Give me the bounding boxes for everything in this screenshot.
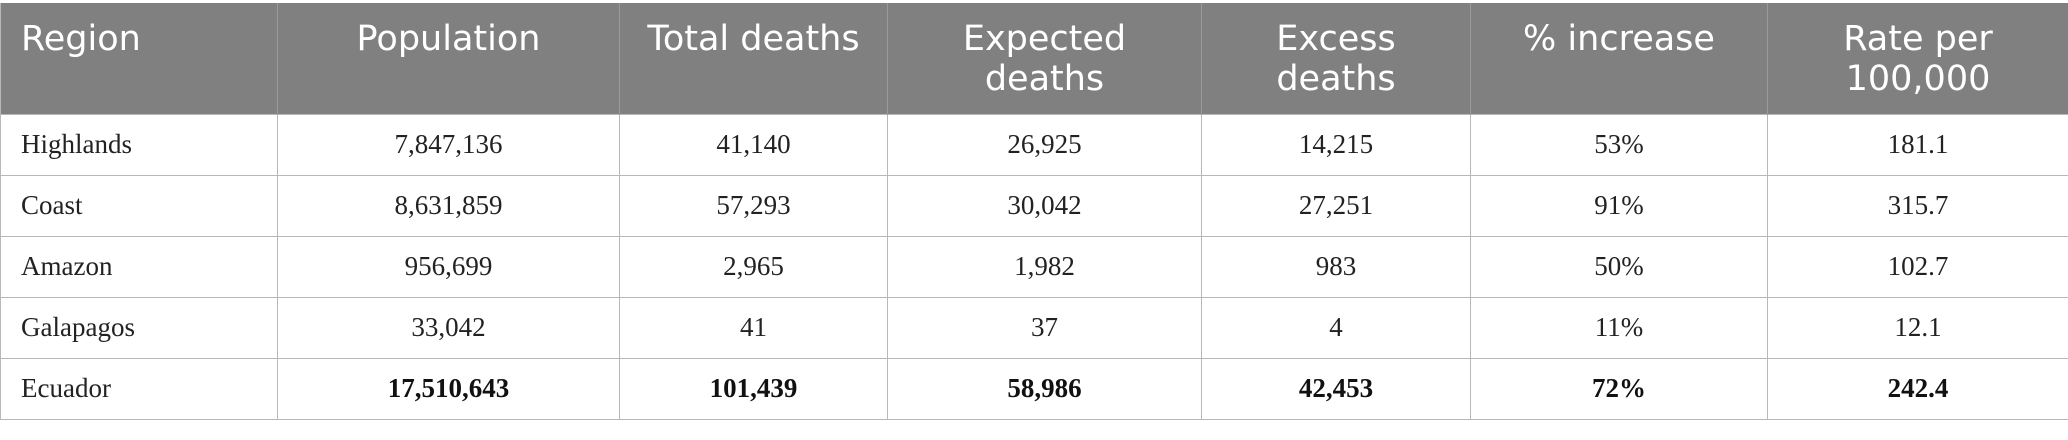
cell-excess-deaths: 14,215 [1201, 113, 1471, 176]
cell-population: 956,699 [277, 235, 620, 298]
cell-population: 33,042 [277, 296, 620, 359]
cell-percent-increase: 53% [1470, 113, 1768, 176]
excess-deaths-table: Region Population Total deaths Expected d… [0, 3, 2068, 420]
table-row: Highlands 7,847,136 41,140 26,925 14,215… [0, 113, 2068, 176]
table-row-total: Ecuador 17,510,643 101,439 58,986 42,453… [0, 357, 2068, 420]
cell-percent-increase: 91% [1470, 174, 1768, 237]
cell-expected-deaths: 37 [887, 296, 1202, 359]
header-rate-per-100000: Rate per 100,000 [1767, 3, 2068, 114]
header-percent-increase: % increase [1470, 3, 1768, 114]
cell-rate: 315.7 [1767, 174, 2068, 237]
table-row: Galapagos 33,042 41 37 4 11% 12.1 [0, 296, 2068, 359]
cell-total-deaths: 2,965 [619, 235, 888, 298]
header-population: Population [277, 3, 620, 114]
cell-region: Coast [0, 174, 278, 237]
cell-expected-deaths: 58,986 [887, 357, 1202, 420]
cell-percent-increase: 72% [1470, 357, 1768, 420]
cell-percent-increase: 50% [1470, 235, 1768, 298]
cell-total-deaths: 57,293 [619, 174, 888, 237]
cell-rate: 102.7 [1767, 235, 2068, 298]
cell-population: 8,631,859 [277, 174, 620, 237]
cell-population: 7,847,136 [277, 113, 620, 176]
cell-excess-deaths: 42,453 [1201, 357, 1471, 420]
cell-population: 17,510,643 [277, 357, 620, 420]
data-table-container: Region Population Total deaths Expected d… [0, 3, 2068, 420]
cell-total-deaths: 101,439 [619, 357, 888, 420]
cell-region: Amazon [0, 235, 278, 298]
cell-expected-deaths: 26,925 [887, 113, 1202, 176]
cell-region: Galapagos [0, 296, 278, 359]
table-row: Amazon 956,699 2,965 1,982 983 50% 102.7 [0, 235, 2068, 298]
cell-region: Ecuador [0, 357, 278, 420]
table-row: Coast 8,631,859 57,293 30,042 27,251 91%… [0, 174, 2068, 237]
cell-rate: 12.1 [1767, 296, 2068, 359]
cell-excess-deaths: 27,251 [1201, 174, 1471, 237]
cell-rate: 181.1 [1767, 113, 2068, 176]
header-excess-deaths: Excess deaths [1201, 3, 1471, 114]
cell-expected-deaths: 30,042 [887, 174, 1202, 237]
cell-total-deaths: 41 [619, 296, 888, 359]
header-expected-deaths: Expected deaths [887, 3, 1202, 114]
cell-total-deaths: 41,140 [619, 113, 888, 176]
cell-excess-deaths: 983 [1201, 235, 1471, 298]
cell-rate: 242.4 [1767, 357, 2068, 420]
cell-excess-deaths: 4 [1201, 296, 1471, 359]
header-region: Region [0, 3, 278, 114]
cell-expected-deaths: 1,982 [887, 235, 1202, 298]
cell-region: Highlands [0, 113, 278, 176]
cell-percent-increase: 11% [1470, 296, 1768, 359]
table-header-row: Region Population Total deaths Expected d… [0, 3, 2068, 114]
header-total-deaths: Total deaths [619, 3, 888, 114]
